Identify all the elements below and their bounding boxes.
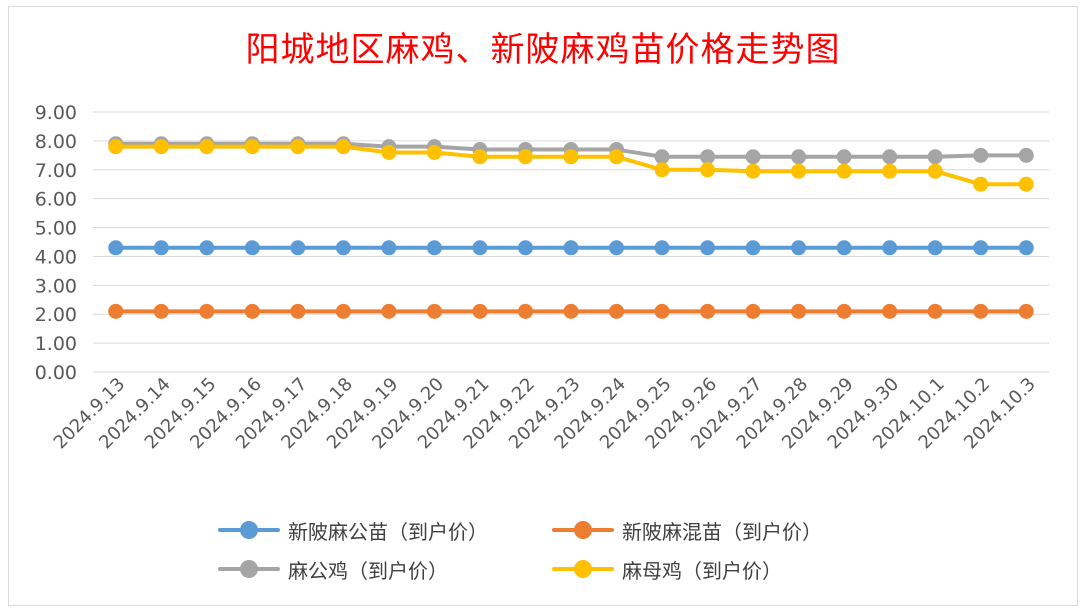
- data-point: [1018, 176, 1034, 192]
- y-tick-label: 3.00: [35, 275, 77, 297]
- data-point: [654, 149, 670, 165]
- data-point: [517, 303, 533, 319]
- data-point: [108, 303, 124, 319]
- data-point: [472, 303, 488, 319]
- data-point: [700, 162, 716, 178]
- data-point: [153, 139, 169, 155]
- data-point: [290, 240, 306, 256]
- data-point: [426, 303, 442, 319]
- data-point: [927, 149, 943, 165]
- data-point: [244, 240, 260, 256]
- data-point: [244, 139, 260, 155]
- chart-frame: [8, 6, 1078, 606]
- data-point: [290, 139, 306, 155]
- data-point: [563, 240, 579, 256]
- data-point: [244, 303, 260, 319]
- y-tick-label: 5.00: [35, 218, 77, 240]
- y-tick-label: 2.00: [35, 304, 77, 326]
- data-point: [745, 240, 761, 256]
- y-tick-label: 1.00: [35, 333, 77, 355]
- data-point: [882, 240, 898, 256]
- data-point: [973, 303, 989, 319]
- data-point: [973, 147, 989, 163]
- data-point: [836, 163, 852, 179]
- y-tick-label: 9.00: [35, 102, 77, 124]
- data-point: [654, 240, 670, 256]
- y-tick-label: 7.00: [35, 160, 77, 182]
- data-point: [654, 303, 670, 319]
- data-point: [199, 139, 215, 155]
- data-point: [836, 303, 852, 319]
- data-point: [882, 303, 898, 319]
- data-point: [882, 149, 898, 165]
- data-point: [791, 149, 807, 165]
- data-point: [1018, 147, 1034, 163]
- y-tick-label: 4.00: [35, 246, 77, 268]
- y-tick-label: 0.00: [35, 362, 77, 384]
- data-point: [836, 240, 852, 256]
- data-point: [199, 303, 215, 319]
- chart-title: 阳城地区麻鸡、新陂麻鸡苗价格走势图: [245, 30, 841, 70]
- data-point: [108, 240, 124, 256]
- data-point: [472, 240, 488, 256]
- data-point: [609, 149, 625, 165]
- data-point: [927, 240, 943, 256]
- data-point: [973, 176, 989, 192]
- data-point: [700, 240, 716, 256]
- data-point: [654, 162, 670, 178]
- data-point: [745, 149, 761, 165]
- data-point: [836, 149, 852, 165]
- data-point: [381, 303, 397, 319]
- data-point: [381, 144, 397, 160]
- data-point: [153, 303, 169, 319]
- data-point: [517, 149, 533, 165]
- data-point: [426, 240, 442, 256]
- data-point: [153, 240, 169, 256]
- data-point: [563, 149, 579, 165]
- data-point: [517, 240, 533, 256]
- data-point: [108, 139, 124, 155]
- data-point: [745, 163, 761, 179]
- data-point: [335, 139, 351, 155]
- data-point: [791, 163, 807, 179]
- data-point: [791, 240, 807, 256]
- data-point: [700, 149, 716, 165]
- data-point: [426, 144, 442, 160]
- data-point: [700, 303, 716, 319]
- data-point: [335, 240, 351, 256]
- data-point: [927, 303, 943, 319]
- data-point: [609, 303, 625, 319]
- data-point: [472, 149, 488, 165]
- y-tick-label: 8.00: [35, 131, 77, 153]
- data-point: [882, 163, 898, 179]
- data-point: [791, 303, 807, 319]
- data-point: [927, 163, 943, 179]
- data-point: [381, 240, 397, 256]
- data-point: [1018, 240, 1034, 256]
- data-point: [199, 240, 215, 256]
- data-point: [1018, 303, 1034, 319]
- data-point: [745, 303, 761, 319]
- data-point: [290, 303, 306, 319]
- data-point: [335, 303, 351, 319]
- data-point: [563, 303, 579, 319]
- data-point: [609, 240, 625, 256]
- data-point: [973, 240, 989, 256]
- y-tick-label: 6.00: [35, 189, 77, 211]
